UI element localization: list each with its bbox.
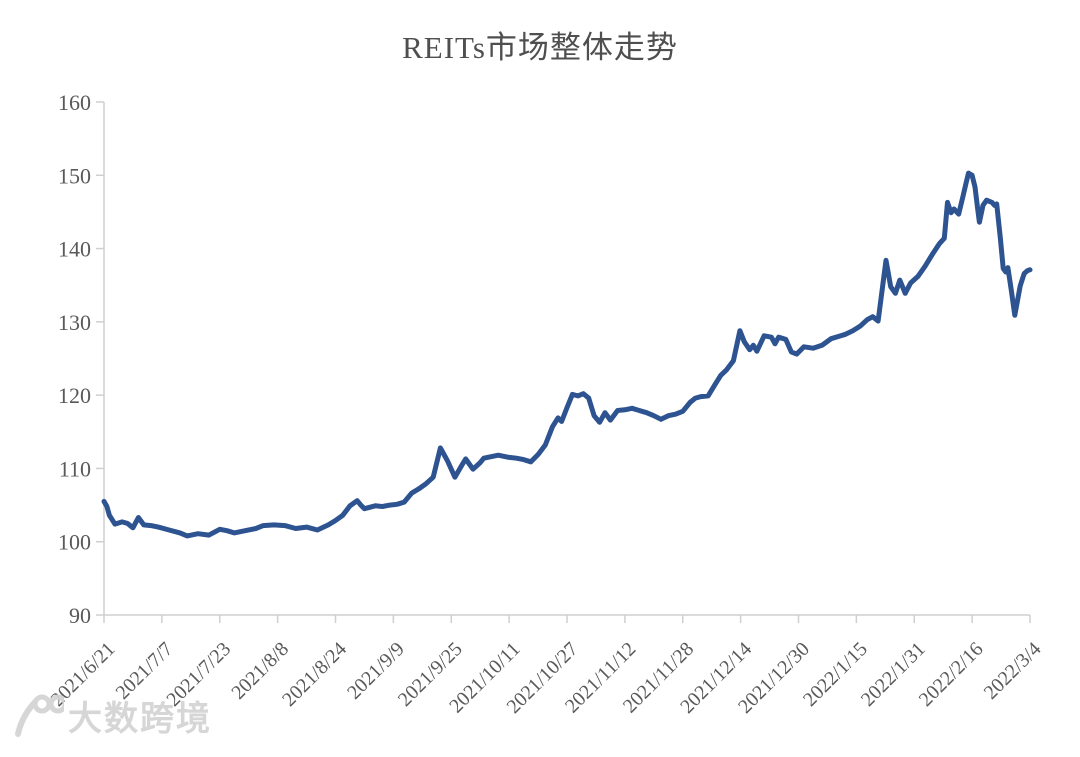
y-tick-label: 90 (69, 603, 91, 628)
y-tick-label: 100 (58, 530, 91, 555)
axis-lines (103, 102, 1030, 616)
y-tick-label: 150 (58, 163, 91, 188)
watermark-logo-icon (15, 694, 64, 737)
y-tick-label: 120 (58, 383, 91, 408)
y-tick-label: 110 (59, 456, 91, 481)
watermark: 大数跨境 (8, 690, 212, 740)
y-tick-label: 140 (58, 237, 91, 262)
x-tick-label: 2022/3/4 (980, 638, 1046, 704)
y-tick-label: 160 (58, 90, 91, 115)
y-tick-label: 130 (58, 310, 91, 335)
y-axis: 90 100 110 120 130 140 150 160 (58, 90, 104, 628)
chart-title: REITs市场整体走势 (402, 30, 678, 65)
x-tick-label: 2021/8/24 (278, 638, 351, 711)
x-tick-label: 2022/2/16 (915, 638, 988, 711)
series-line (101, 170, 1033, 539)
watermark-text: 大数跨境 (68, 699, 212, 738)
